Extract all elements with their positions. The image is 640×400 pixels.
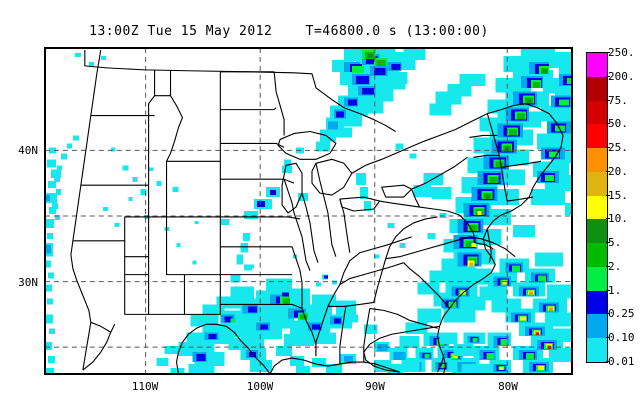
lon-tick-label: 110W	[131, 380, 159, 393]
colorbar-tick-label: 75.	[608, 93, 628, 107]
colorbar-tick-mark	[606, 218, 610, 220]
colorbar-tick-mark	[606, 75, 610, 77]
colorbar	[586, 52, 608, 363]
colorbar-band	[587, 76, 607, 101]
colorbar-tick-mark	[606, 123, 610, 125]
colorbar-band	[587, 266, 607, 291]
lon-tick-label: 80W	[498, 380, 518, 393]
colorbar-tick-mark	[606, 337, 610, 339]
colorbar-band	[587, 338, 607, 362]
colorbar-band	[587, 290, 607, 315]
colorbar-tick-mark	[606, 361, 610, 362]
lon-tick-label: 100W	[246, 380, 274, 393]
colorbar-tick-label: 5.	[608, 236, 622, 250]
colorbar-tick-mark	[606, 265, 610, 267]
colorbar-tick-mark	[606, 289, 610, 291]
colorbar-tick-label: 20.	[608, 164, 628, 178]
colorbar-band	[587, 243, 607, 267]
colorbar-band	[587, 195, 607, 220]
colorbar-tick-mark	[606, 52, 610, 53]
colorbar-band	[587, 314, 607, 339]
map-boundaries	[70, 49, 564, 374]
colorbar-tick-label: 0.25	[608, 307, 635, 321]
lat-tick-label: 30N	[18, 276, 38, 289]
colorbar-tick-label: 1.	[608, 283, 622, 297]
map-plot-area	[44, 47, 573, 375]
colorbar-tick-mark	[606, 170, 610, 172]
colorbar-band	[587, 53, 607, 77]
colorbar-tick-label: 0.10	[608, 331, 635, 345]
colorbar-tick-label: 250.	[608, 46, 635, 59]
lat-tick-label: 40N	[18, 144, 38, 157]
colorbar-band	[587, 148, 607, 172]
colorbar-tick-label: 15.	[608, 188, 628, 202]
colorbar-tick-label: 2.	[608, 259, 622, 273]
lon-tick-label: 90W	[365, 380, 385, 393]
colorbar-tick-label: 10.	[608, 212, 628, 226]
colorbar-tick-mark	[606, 194, 610, 196]
precipitation-field	[45, 48, 572, 374]
colorbar-band	[587, 171, 607, 196]
colorbar-tick-mark	[606, 242, 610, 244]
colorbar-tick-label: 25.	[608, 141, 628, 155]
colorbar-tick-mark	[606, 313, 610, 315]
colorbar-band	[587, 219, 607, 244]
page-title: 13:00Z Tue 15 May 2012 T=46800.0 s (13:0…	[89, 24, 489, 39]
colorbar-tick-label: 0.01	[608, 355, 635, 368]
colorbar-tick-mark	[606, 147, 610, 149]
map-graphic	[45, 48, 572, 374]
colorbar-band	[587, 100, 607, 125]
colorbar-tick-mark	[606, 99, 610, 101]
colorbar-tick-label: 50.	[608, 117, 628, 131]
colorbar-band	[587, 124, 607, 149]
colorbar-tick-label: 200.	[608, 69, 635, 83]
